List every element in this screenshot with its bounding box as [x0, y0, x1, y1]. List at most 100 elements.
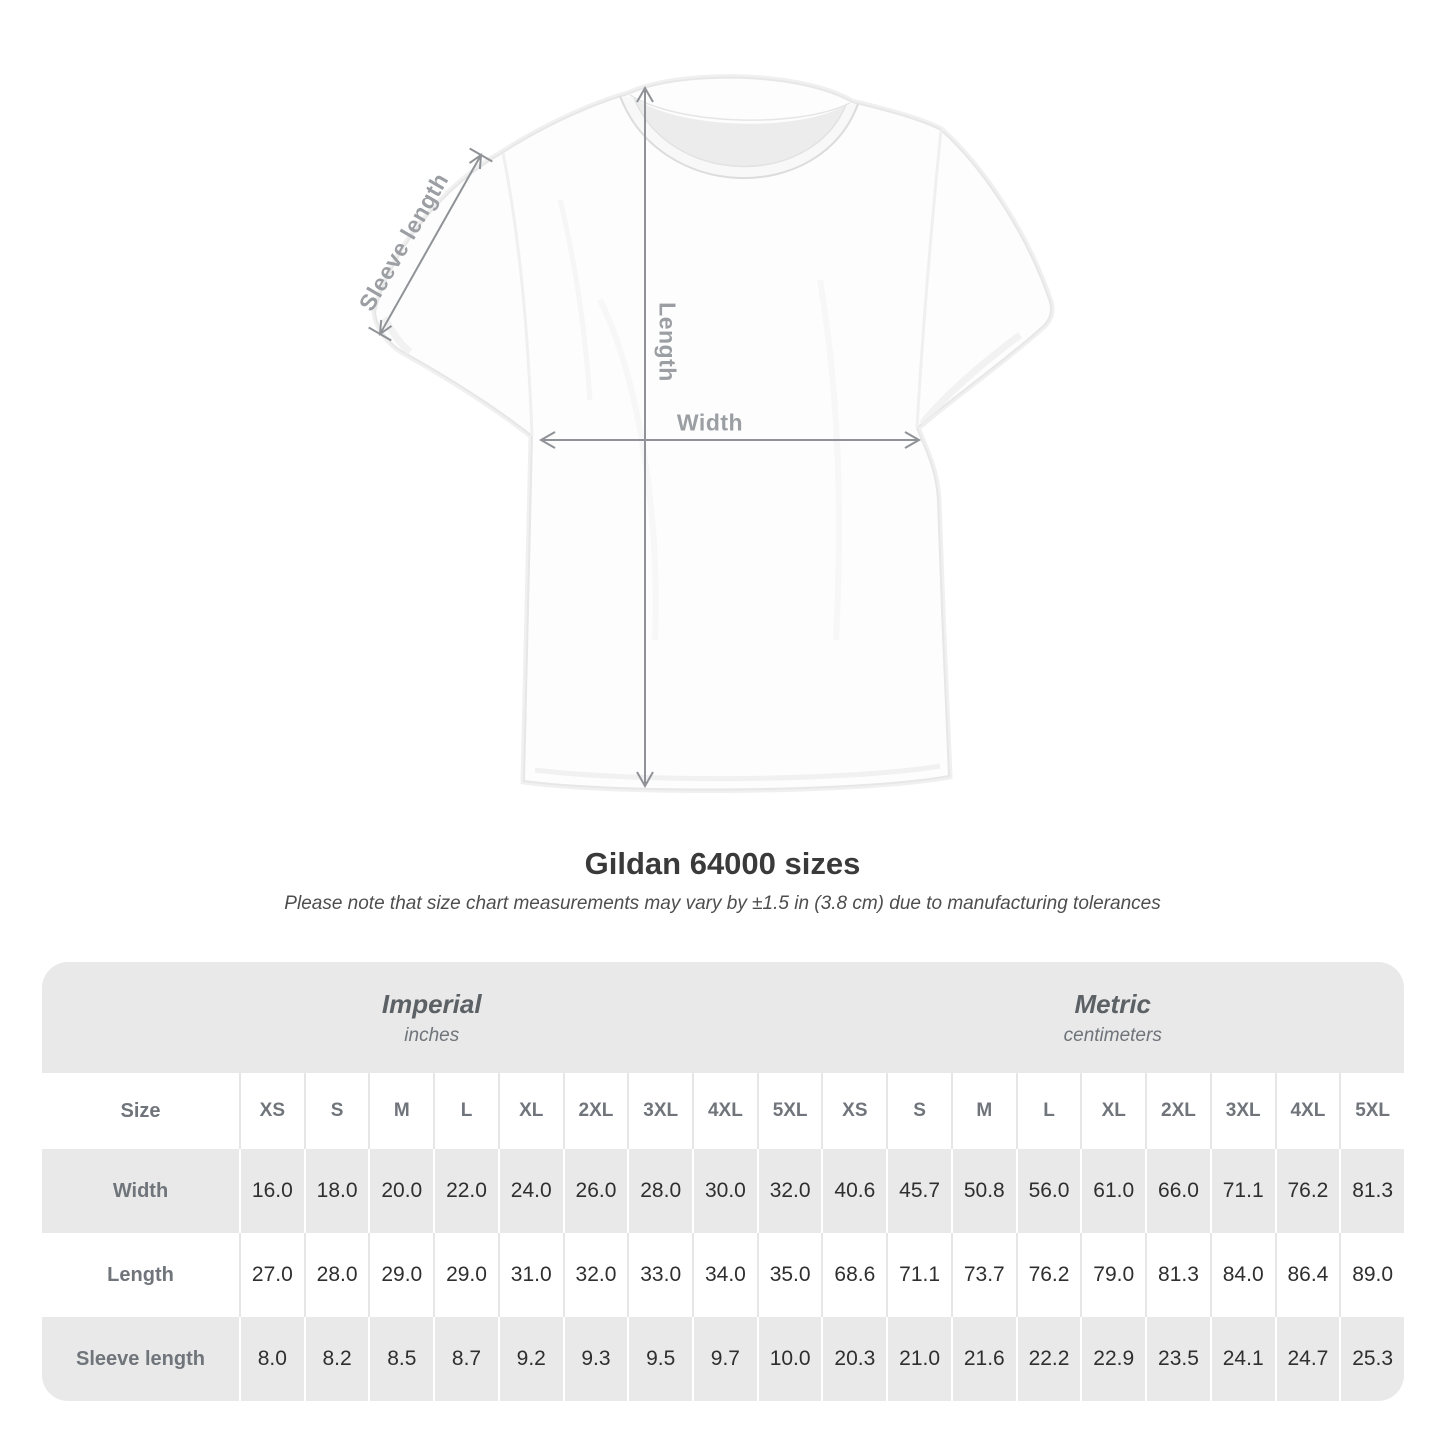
sleeve-metric-2xl: 23.5 — [1145, 1317, 1210, 1401]
tshirt-bottom-hem — [534, 763, 941, 782]
size-header-metric-5xl: 5XL — [1339, 1073, 1404, 1149]
sleeve-metric-l: 22.2 — [1015, 1317, 1081, 1401]
width-metric-5xl: 81.3 — [1339, 1149, 1404, 1233]
size-header-metric-s: S — [886, 1073, 951, 1149]
length-metric-l: 76.2 — [1015, 1233, 1081, 1317]
width-metric-m: 50.8 — [950, 1149, 1016, 1233]
width-metric-xl: 61.0 — [1080, 1149, 1146, 1233]
tshirt-neck-opening — [634, 98, 846, 167]
row-label-width: Width — [42, 1149, 239, 1233]
imperial-label: Imperial — [381, 988, 482, 1019]
length-imperial-2xl: 32.0 — [562, 1233, 628, 1317]
size-header-imperial-l: L — [433, 1073, 498, 1149]
size-header-metric-xl: XL — [1080, 1073, 1146, 1149]
width-dimension-label: Width — [676, 409, 744, 436]
sleeve-metric-xs: 20.3 — [821, 1317, 887, 1401]
dimension-arrows — [368, 85, 922, 789]
width-imperial-xl: 24.0 — [497, 1149, 563, 1233]
size-header-imperial-m: M — [368, 1073, 434, 1149]
size-header-imperial-5xl: 5XL — [756, 1073, 822, 1149]
size-header-imperial-4xl: 4XL — [692, 1073, 757, 1149]
sleeve-imperial-s: 8.2 — [303, 1317, 369, 1401]
sleeve-imperial-l: 8.7 — [433, 1317, 498, 1401]
tshirt-right-armhole-seam — [915, 129, 943, 429]
size-header-imperial-2xl: 2XL — [562, 1073, 628, 1149]
row-label-length: Length — [42, 1233, 239, 1317]
sleeve-imperial-5xl: 10.0 — [756, 1317, 822, 1401]
length-imperial-m: 29.0 — [368, 1233, 434, 1317]
width-imperial-4xl: 30.0 — [692, 1149, 757, 1233]
width-metric-s: 45.7 — [886, 1149, 951, 1233]
sleeve-imperial-m: 8.5 — [368, 1317, 434, 1401]
shirt-measurement-diagram: Sleeve length Length Width — [354, 74, 1055, 794]
tshirt-collar-band — [620, 96, 858, 179]
sleeve-imperial-2xl: 9.3 — [562, 1317, 628, 1401]
width-arrow — [538, 431, 922, 449]
length-imperial-4xl: 34.0 — [692, 1233, 757, 1317]
size-header-metric-xs: XS — [821, 1073, 887, 1149]
length-arrow — [636, 85, 654, 789]
sleeve-imperial-3xl: 9.5 — [627, 1317, 693, 1401]
tshirt-wrinkle — [817, 279, 842, 641]
size-column-header: Size — [42, 1073, 239, 1149]
size-header-metric-l: L — [1015, 1073, 1081, 1149]
size-table: Imperial inches Metric centimeters Size … — [42, 962, 1404, 1401]
length-metric-2xl: 81.3 — [1145, 1233, 1210, 1317]
length-metric-s: 71.1 — [886, 1233, 951, 1317]
metric-group-header: Metric centimeters — [821, 962, 1404, 1073]
width-metric-3xl: 71.1 — [1209, 1149, 1275, 1233]
sleeve-imperial-xl: 9.2 — [497, 1317, 563, 1401]
metric-label: Metric — [1074, 988, 1152, 1019]
length-metric-xs: 68.6 — [821, 1233, 887, 1317]
width-metric-l: 56.0 — [1015, 1149, 1081, 1233]
size-header-metric-3xl: 3XL — [1209, 1073, 1275, 1149]
sleeve-metric-xl: 22.9 — [1080, 1317, 1146, 1401]
tshirt-illustration — [368, 74, 1055, 794]
metric-unit: centimeters — [1063, 1024, 1162, 1046]
size-header-imperial-xs: XS — [239, 1073, 304, 1149]
size-header-metric-2xl: 2XL — [1145, 1073, 1210, 1149]
tshirt-body — [373, 76, 1052, 791]
size-header-imperial-s: S — [303, 1073, 369, 1149]
tshirt-right-sleeve-hem — [919, 332, 1023, 427]
width-metric-xs: 40.6 — [821, 1149, 887, 1233]
length-imperial-5xl: 35.0 — [756, 1233, 822, 1317]
length-imperial-xl: 31.0 — [497, 1233, 563, 1317]
length-dimension-label: Length — [654, 302, 681, 382]
sleeve-imperial-xs: 8.0 — [239, 1317, 304, 1401]
width-metric-2xl: 66.0 — [1145, 1149, 1210, 1233]
sleeve-metric-m: 21.6 — [950, 1317, 1016, 1401]
length-imperial-xs: 27.0 — [239, 1233, 304, 1317]
size-header-metric-4xl: 4XL — [1274, 1073, 1340, 1149]
tshirt-wrinkle — [557, 199, 593, 401]
sleeve-metric-s: 21.0 — [886, 1317, 951, 1401]
length-metric-5xl: 89.0 — [1339, 1233, 1404, 1317]
row-label-sleeve-length: Sleeve length — [42, 1317, 239, 1401]
width-imperial-s: 18.0 — [303, 1149, 369, 1233]
size-header-imperial-3xl: 3XL — [627, 1073, 693, 1149]
width-imperial-l: 22.0 — [433, 1149, 498, 1233]
sleeve-imperial-4xl: 9.7 — [692, 1317, 757, 1401]
imperial-unit: inches — [404, 1024, 460, 1046]
tshirt-back-neck-line — [629, 94, 851, 121]
sleeve-length-arrow — [368, 147, 493, 342]
page-title: Gildan 64000 sizes — [584, 846, 861, 881]
width-imperial-3xl: 28.0 — [627, 1149, 693, 1233]
width-imperial-2xl: 26.0 — [562, 1149, 628, 1233]
width-imperial-m: 20.0 — [368, 1149, 434, 1233]
length-imperial-s: 28.0 — [303, 1233, 369, 1317]
sleeve-metric-5xl: 25.3 — [1339, 1317, 1404, 1401]
tshirt-collar-inner-rim — [633, 97, 847, 168]
tshirt-collar-outer-rim — [619, 95, 859, 179]
size-header-metric-m: M — [950, 1073, 1016, 1149]
tolerance-note: Please note that size chart measurements… — [284, 893, 1161, 914]
size-header-imperial-xl: XL — [497, 1073, 563, 1149]
length-metric-m: 73.7 — [950, 1233, 1016, 1317]
tshirt-left-armhole-seam — [501, 152, 534, 437]
width-metric-4xl: 76.2 — [1274, 1149, 1340, 1233]
length-metric-4xl: 86.4 — [1274, 1233, 1340, 1317]
length-imperial-l: 29.0 — [433, 1233, 498, 1317]
length-imperial-3xl: 33.0 — [627, 1233, 693, 1317]
width-imperial-xs: 16.0 — [239, 1149, 304, 1233]
